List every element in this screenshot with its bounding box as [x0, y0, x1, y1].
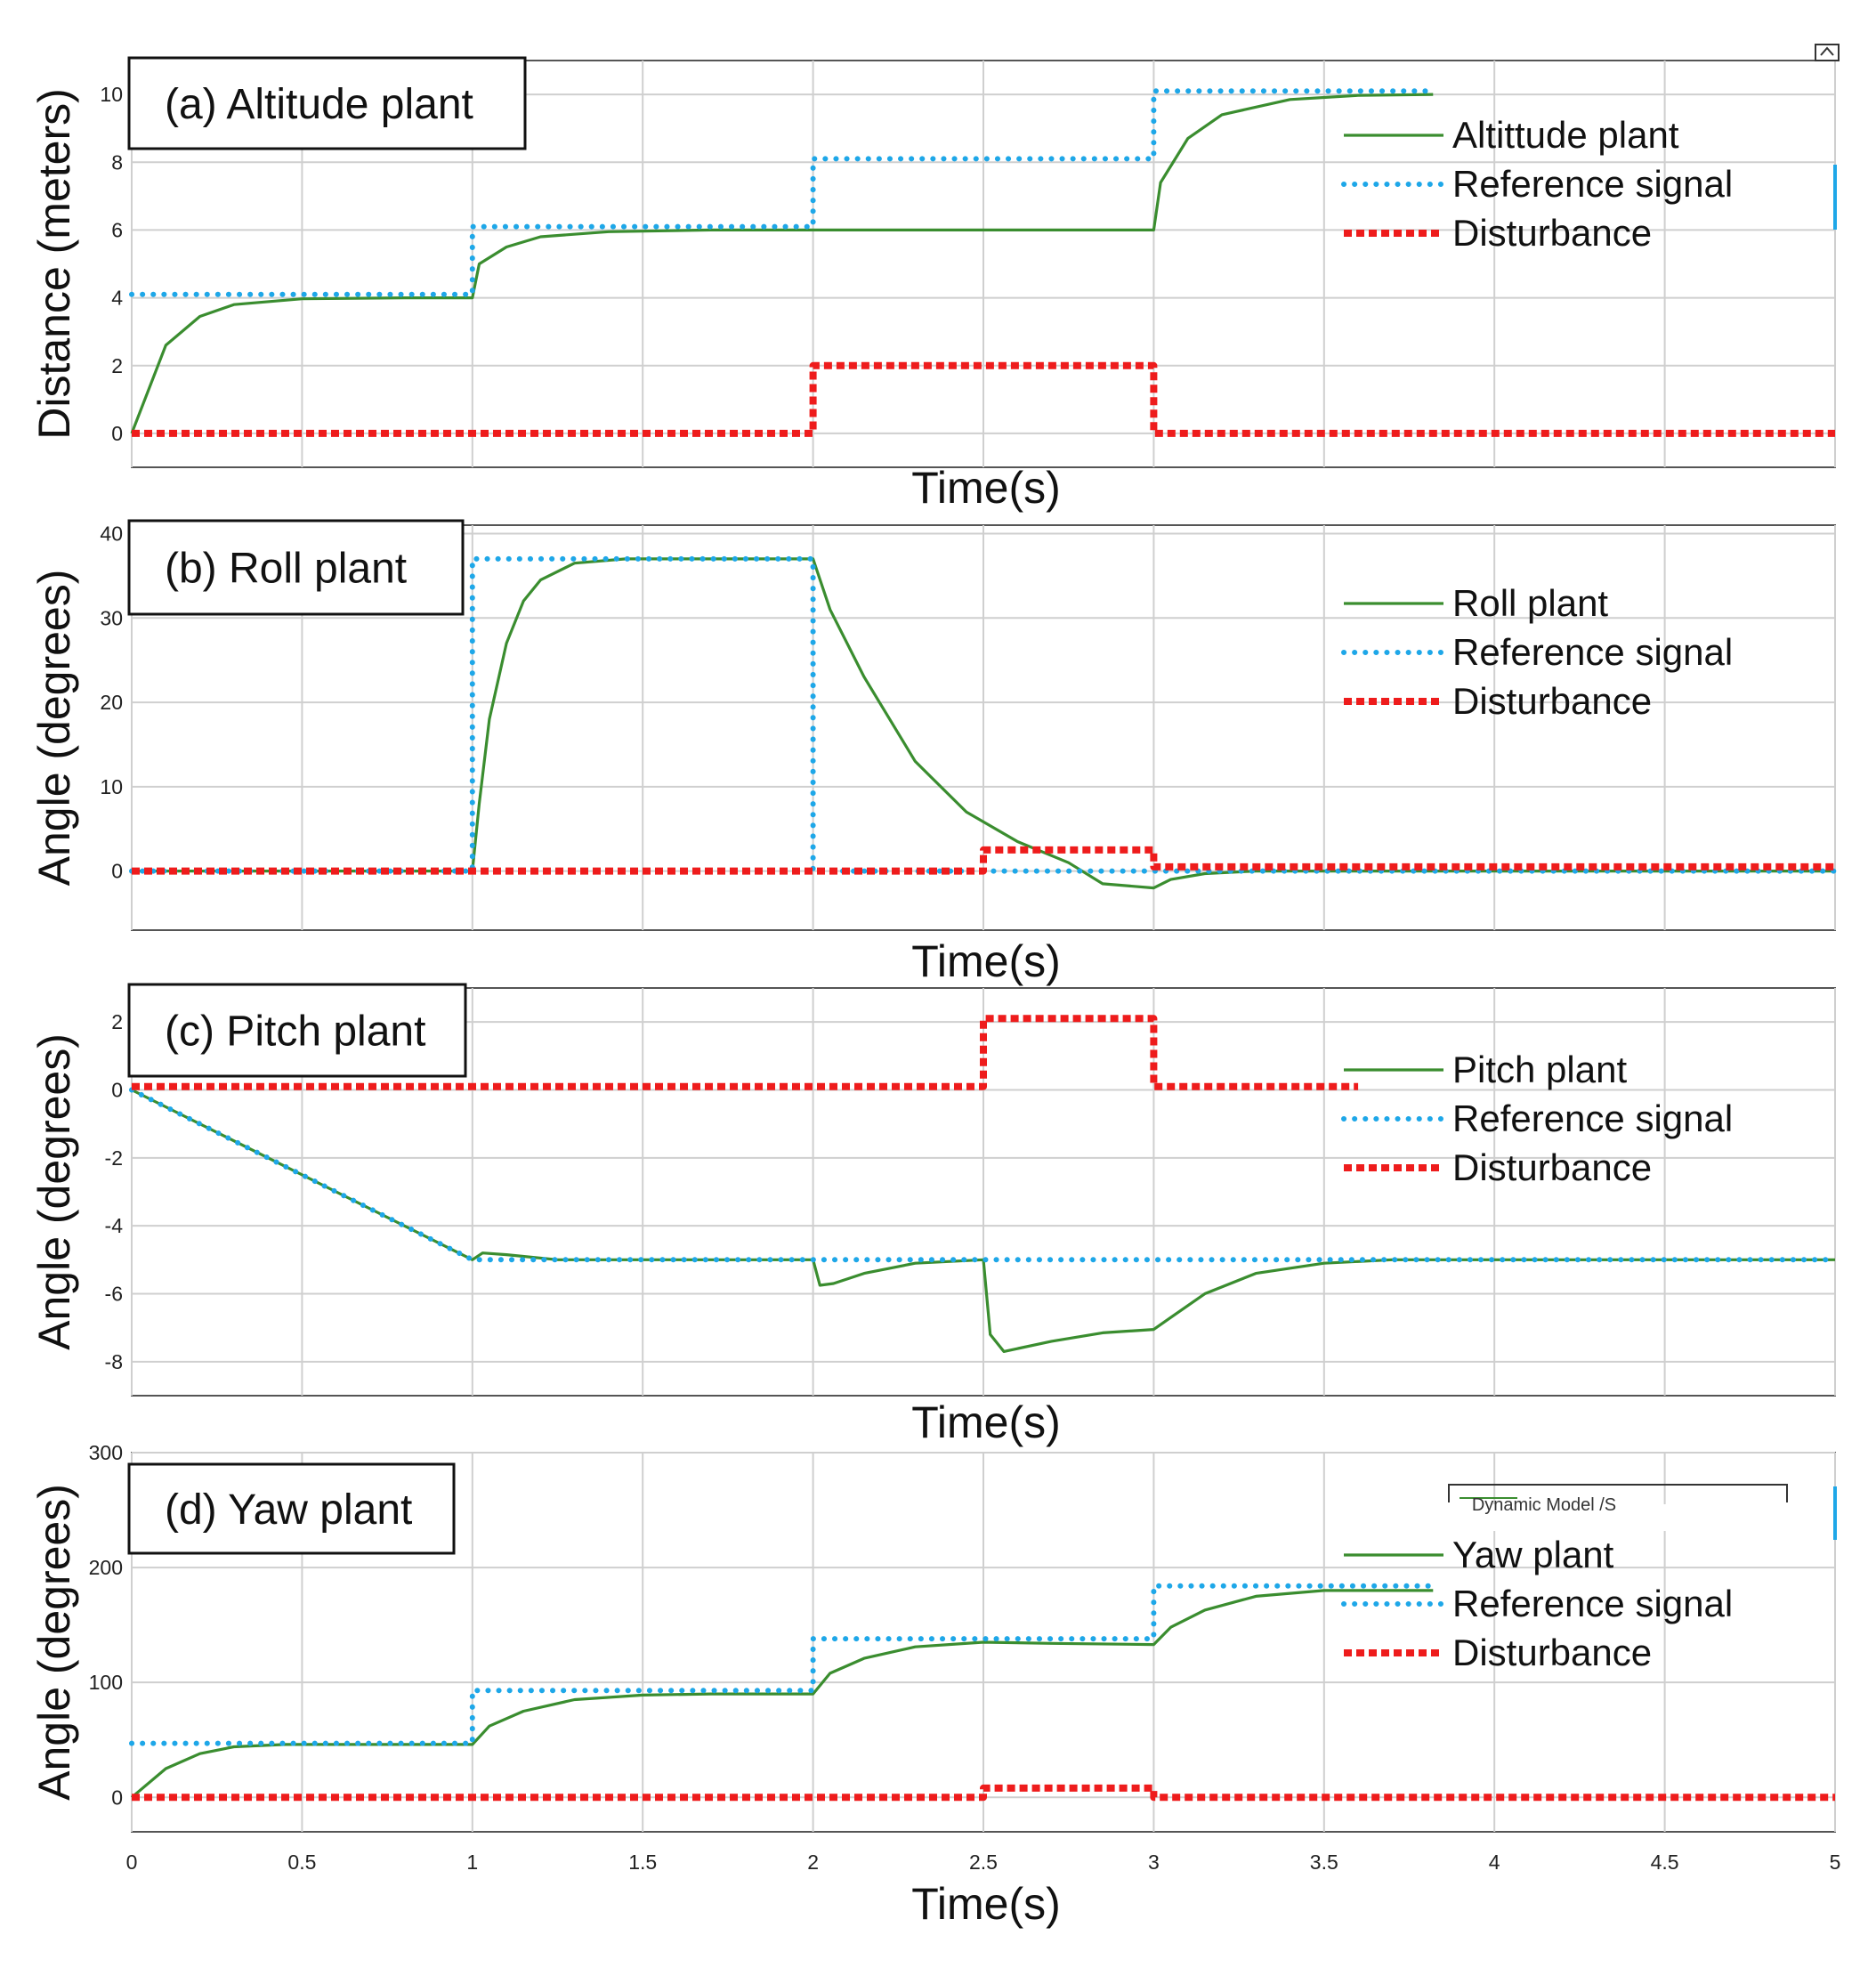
legend-label: Reference signal: [1452, 631, 1733, 673]
x-tick-label: 4.5: [1651, 1850, 1679, 1874]
legend-label: Disturbance: [1452, 680, 1652, 722]
title-box-yaw: [127, 1462, 456, 1555]
y-tick-label: 200: [89, 1556, 123, 1579]
legend-label: Disturbance: [1452, 212, 1652, 254]
y-tick-label: 40: [100, 522, 123, 545]
y-axis-label-pitch: Angle (degrees): [29, 1033, 79, 1350]
series-line-dashed-yaw: [132, 1784, 1835, 1802]
y-axis-label-yaw: Angle (degrees): [29, 1484, 79, 1801]
panel-title-yaw: (d) Yaw plant: [165, 1486, 412, 1534]
legend-label: Roll plant: [1452, 582, 1608, 624]
legend-label: Yaw plant: [1452, 1534, 1614, 1575]
series-line-dashed-altitude: [132, 361, 1835, 437]
y-tick-label: 0: [111, 422, 123, 445]
title-box-pitch: [127, 983, 467, 1078]
y-tick-label: 20: [100, 691, 123, 714]
expand-icon: [1815, 44, 1840, 61]
panel-roll: 0 10 20 30 40 Time(s) Angle (degrees) (b) Roll …: [29, 519, 1838, 986]
decorations: [1448, 44, 1840, 1540]
x-tick-label: 3: [1148, 1850, 1160, 1874]
x-axis-label-pitch: Time(s): [911, 1397, 1061, 1447]
legend-label: Reference signal: [1452, 1583, 1733, 1624]
y-tick-label: 4: [111, 287, 123, 310]
y-tick-label: -4: [105, 1214, 124, 1237]
series-line-dotted-pitch: [129, 1087, 1838, 1263]
x-tick-label: 2.5: [969, 1850, 998, 1874]
y-tick-label: -8: [105, 1350, 123, 1373]
y-tick-label: 0: [111, 1786, 123, 1809]
x-axis-label-altitude: Time(s): [911, 463, 1061, 513]
series-line-solid-roll: [132, 557, 1835, 890]
panel-yaw: 0 100 200 300 0 0.5 1 1.5 2 2.5 3 3.5 4 4.5 5 Time(s) An…: [29, 1441, 1840, 1929]
title-box-roll: [127, 519, 465, 616]
series-line-solid-altitude: [130, 93, 1434, 434]
legend-label: Disturbance: [1452, 1146, 1652, 1188]
title-box-altitude: [127, 56, 527, 150]
legend-label: Reference signal: [1452, 1097, 1733, 1139]
chevron-up-icon: [1820, 46, 1834, 56]
legend-label: Reference signal: [1452, 163, 1733, 205]
x-tick-label: 3.5: [1310, 1850, 1338, 1874]
x-axis-label-yaw: Time(s): [911, 1879, 1061, 1929]
y-axis-label-altitude: Distance (meters): [29, 88, 79, 440]
panel-altitude: 0 2 4 6 8 10 Time(s) Distance (meters) (a) Altit…: [29, 56, 1836, 513]
clipped-legend-box: [1448, 1484, 1788, 1502]
y-tick-label: -6: [105, 1283, 123, 1306]
y-tick-label: 10: [100, 775, 123, 798]
x-tick-label: 1: [466, 1850, 478, 1874]
y-tick-label: 30: [100, 606, 123, 629]
panel-title-altitude: (a) Altitude plant: [165, 81, 473, 128]
legend-label: Disturbance: [1452, 1632, 1652, 1673]
y-tick-label: 100: [89, 1671, 123, 1694]
x-axis-label-roll: Time(s): [911, 936, 1061, 986]
x-tick-label: 5: [1830, 1850, 1841, 1874]
y-tick-label: 0: [111, 1079, 123, 1102]
legend-label: Pitch plant: [1452, 1049, 1627, 1090]
y-tick-label: 8: [111, 150, 123, 174]
y-tick-label: -2: [105, 1146, 123, 1170]
clipped-legend-mask: [1451, 1504, 1790, 1531]
series-line-solid-pitch: [131, 1089, 1835, 1354]
clipped-legend-text: Dynamic Model /S: [1472, 1495, 1616, 1515]
panel-title-pitch: (c) Pitch plant: [165, 1008, 425, 1056]
panel-pitch: -8 -6 -4 -2 0 2 Time(s) Angle (degrees) (c) Pitc…: [29, 983, 1838, 1447]
legend-label: Altittude plant: [1452, 114, 1679, 156]
x-tick-label: 4: [1489, 1850, 1500, 1874]
panel-title-roll: (b) Roll plant: [165, 546, 407, 593]
x-tick-label: 0: [126, 1850, 138, 1874]
y-tick-label: 10: [100, 83, 123, 106]
y-axis-label-roll: Angle (degrees): [29, 570, 79, 887]
y-tick-label: 2: [111, 1010, 123, 1033]
x-tick-label: 2: [807, 1850, 819, 1874]
y-tick-label: 0: [111, 860, 123, 883]
series-line-dashed-roll: [132, 846, 1835, 875]
y-tick-label: 2: [111, 354, 123, 377]
y-tick-label: 6: [111, 218, 123, 241]
x-tick-label: 1.5: [628, 1850, 657, 1874]
x-tick-label: 0.5: [287, 1850, 316, 1874]
y-tick-label: 300: [89, 1441, 123, 1464]
series-line-solid-yaw: [130, 1589, 1434, 1799]
